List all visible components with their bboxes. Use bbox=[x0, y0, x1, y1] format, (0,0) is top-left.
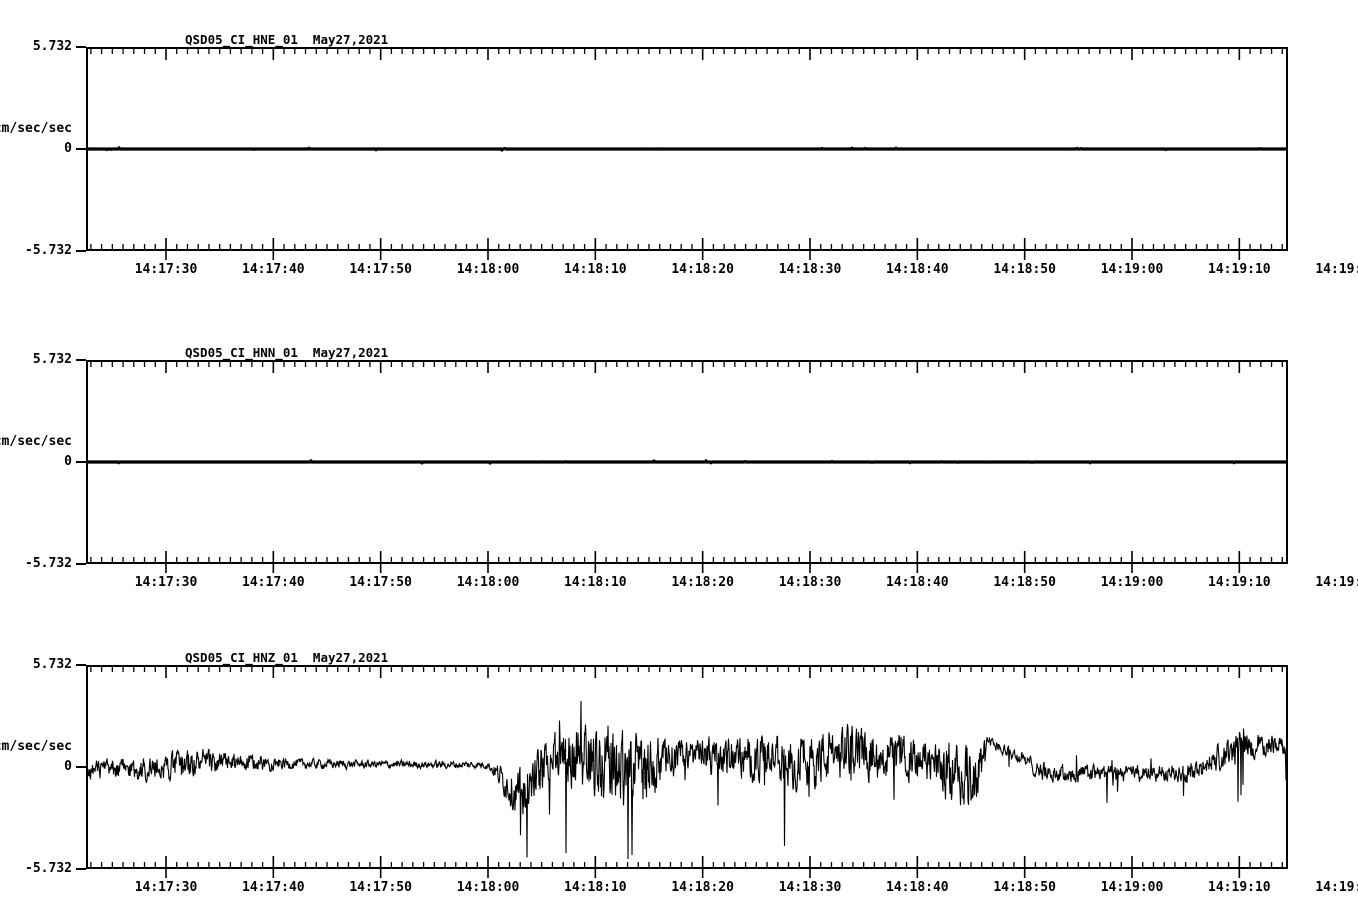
x-tick-label: 14:18:20 bbox=[671, 880, 734, 895]
waveform-trace bbox=[86, 700, 1288, 860]
x-tick-label: 14:18:30 bbox=[778, 575, 842, 590]
x-tick-label: 14:18:10 bbox=[564, 880, 627, 895]
trace-canvas bbox=[87, 48, 1287, 260]
x-tick-label: 14:18:20 bbox=[671, 575, 734, 590]
x-tick-label: 14:17:30 bbox=[134, 880, 198, 895]
y-tick-label-max: 5.732 bbox=[32, 39, 72, 54]
plot-frame bbox=[86, 665, 1288, 869]
x-tick-label: 14:18:30 bbox=[778, 880, 842, 895]
x-tick-label: 14:19:10 bbox=[1208, 880, 1271, 895]
x-tick-label: 14:18:40 bbox=[886, 575, 949, 590]
y-tick-mark bbox=[76, 868, 86, 870]
y-tick-mark bbox=[76, 664, 86, 666]
y-tick-label-min: -5.732 bbox=[25, 861, 72, 876]
x-tick-label: 14:19:10 bbox=[1208, 262, 1271, 277]
trace-canvas bbox=[87, 361, 1287, 573]
y-tick-mark bbox=[76, 461, 86, 463]
y-axis-label: cm/sec/sec bbox=[0, 739, 72, 754]
y-tick-mark bbox=[76, 250, 86, 252]
x-tick-label: 14:18:00 bbox=[456, 262, 520, 277]
x-tick-label: 14:19:00 bbox=[1100, 575, 1164, 590]
y-tick-mark bbox=[76, 46, 86, 48]
x-tick-label: 14:17:50 bbox=[349, 262, 412, 277]
y-tick-mark bbox=[76, 359, 86, 361]
x-tick-label: 14:18:50 bbox=[993, 880, 1056, 895]
x-tick-label: 14:17:50 bbox=[349, 575, 412, 590]
trace-canvas bbox=[86, 666, 1288, 878]
panel-title: QSD05_CI_HNN_01 May27,2021 bbox=[185, 345, 389, 360]
x-tick-label: 14:19:10 bbox=[1208, 575, 1271, 590]
x-tick-label: 14:18:40 bbox=[886, 880, 949, 895]
y-tick-mark bbox=[76, 148, 86, 150]
panel-title: QSD05_CI_HNZ_01 May27,2021 bbox=[185, 650, 389, 665]
x-tick-label: 14:17:30 bbox=[134, 262, 198, 277]
x-tick-label: 14:19:20 bbox=[1315, 262, 1358, 277]
x-tick-label: 14:18:30 bbox=[778, 262, 842, 277]
x-tick-label: 14:17:40 bbox=[242, 262, 305, 277]
x-tick-label: 14:18:10 bbox=[564, 262, 627, 277]
x-tick-label: 14:18:40 bbox=[886, 262, 949, 277]
x-tick-label: 14:18:50 bbox=[993, 262, 1056, 277]
panel-title: QSD05_CI_HNE_01 May27,2021 bbox=[185, 32, 389, 47]
waveform-trace bbox=[87, 458, 1287, 466]
y-tick-mark bbox=[76, 563, 86, 565]
waveform-trace bbox=[87, 145, 1287, 153]
x-tick-label: 14:19:00 bbox=[1100, 262, 1164, 277]
y-tick-label-min: -5.732 bbox=[25, 243, 72, 258]
x-tick-label: 14:19:00 bbox=[1100, 880, 1164, 895]
y-axis-label: cm/sec/sec bbox=[0, 121, 72, 136]
y-tick-label-zero: 0 bbox=[64, 759, 72, 774]
y-axis-label: cm/sec/sec bbox=[0, 434, 72, 449]
x-tick-label: 14:17:40 bbox=[242, 575, 305, 590]
y-tick-label-max: 5.732 bbox=[32, 352, 72, 367]
x-tick-label: 14:18:00 bbox=[456, 575, 520, 590]
y-tick-label-max: 5.732 bbox=[32, 657, 72, 672]
x-tick-label: 14:17:30 bbox=[134, 575, 198, 590]
y-tick-label-min: -5.732 bbox=[25, 556, 72, 571]
x-tick-label: 14:18:00 bbox=[456, 880, 520, 895]
x-tick-label: 14:18:50 bbox=[993, 575, 1056, 590]
y-tick-label-zero: 0 bbox=[64, 141, 72, 156]
x-tick-label: 14:18:20 bbox=[671, 262, 734, 277]
x-tick-label: 14:19:20 bbox=[1315, 880, 1358, 895]
x-tick-label: 14:18:10 bbox=[564, 575, 627, 590]
y-tick-label-zero: 0 bbox=[64, 454, 72, 469]
x-tick-label: 14:17:40 bbox=[242, 880, 305, 895]
x-tick-label: 14:19:20 bbox=[1315, 575, 1358, 590]
y-tick-mark bbox=[76, 766, 86, 768]
x-tick-label: 14:17:50 bbox=[349, 880, 412, 895]
